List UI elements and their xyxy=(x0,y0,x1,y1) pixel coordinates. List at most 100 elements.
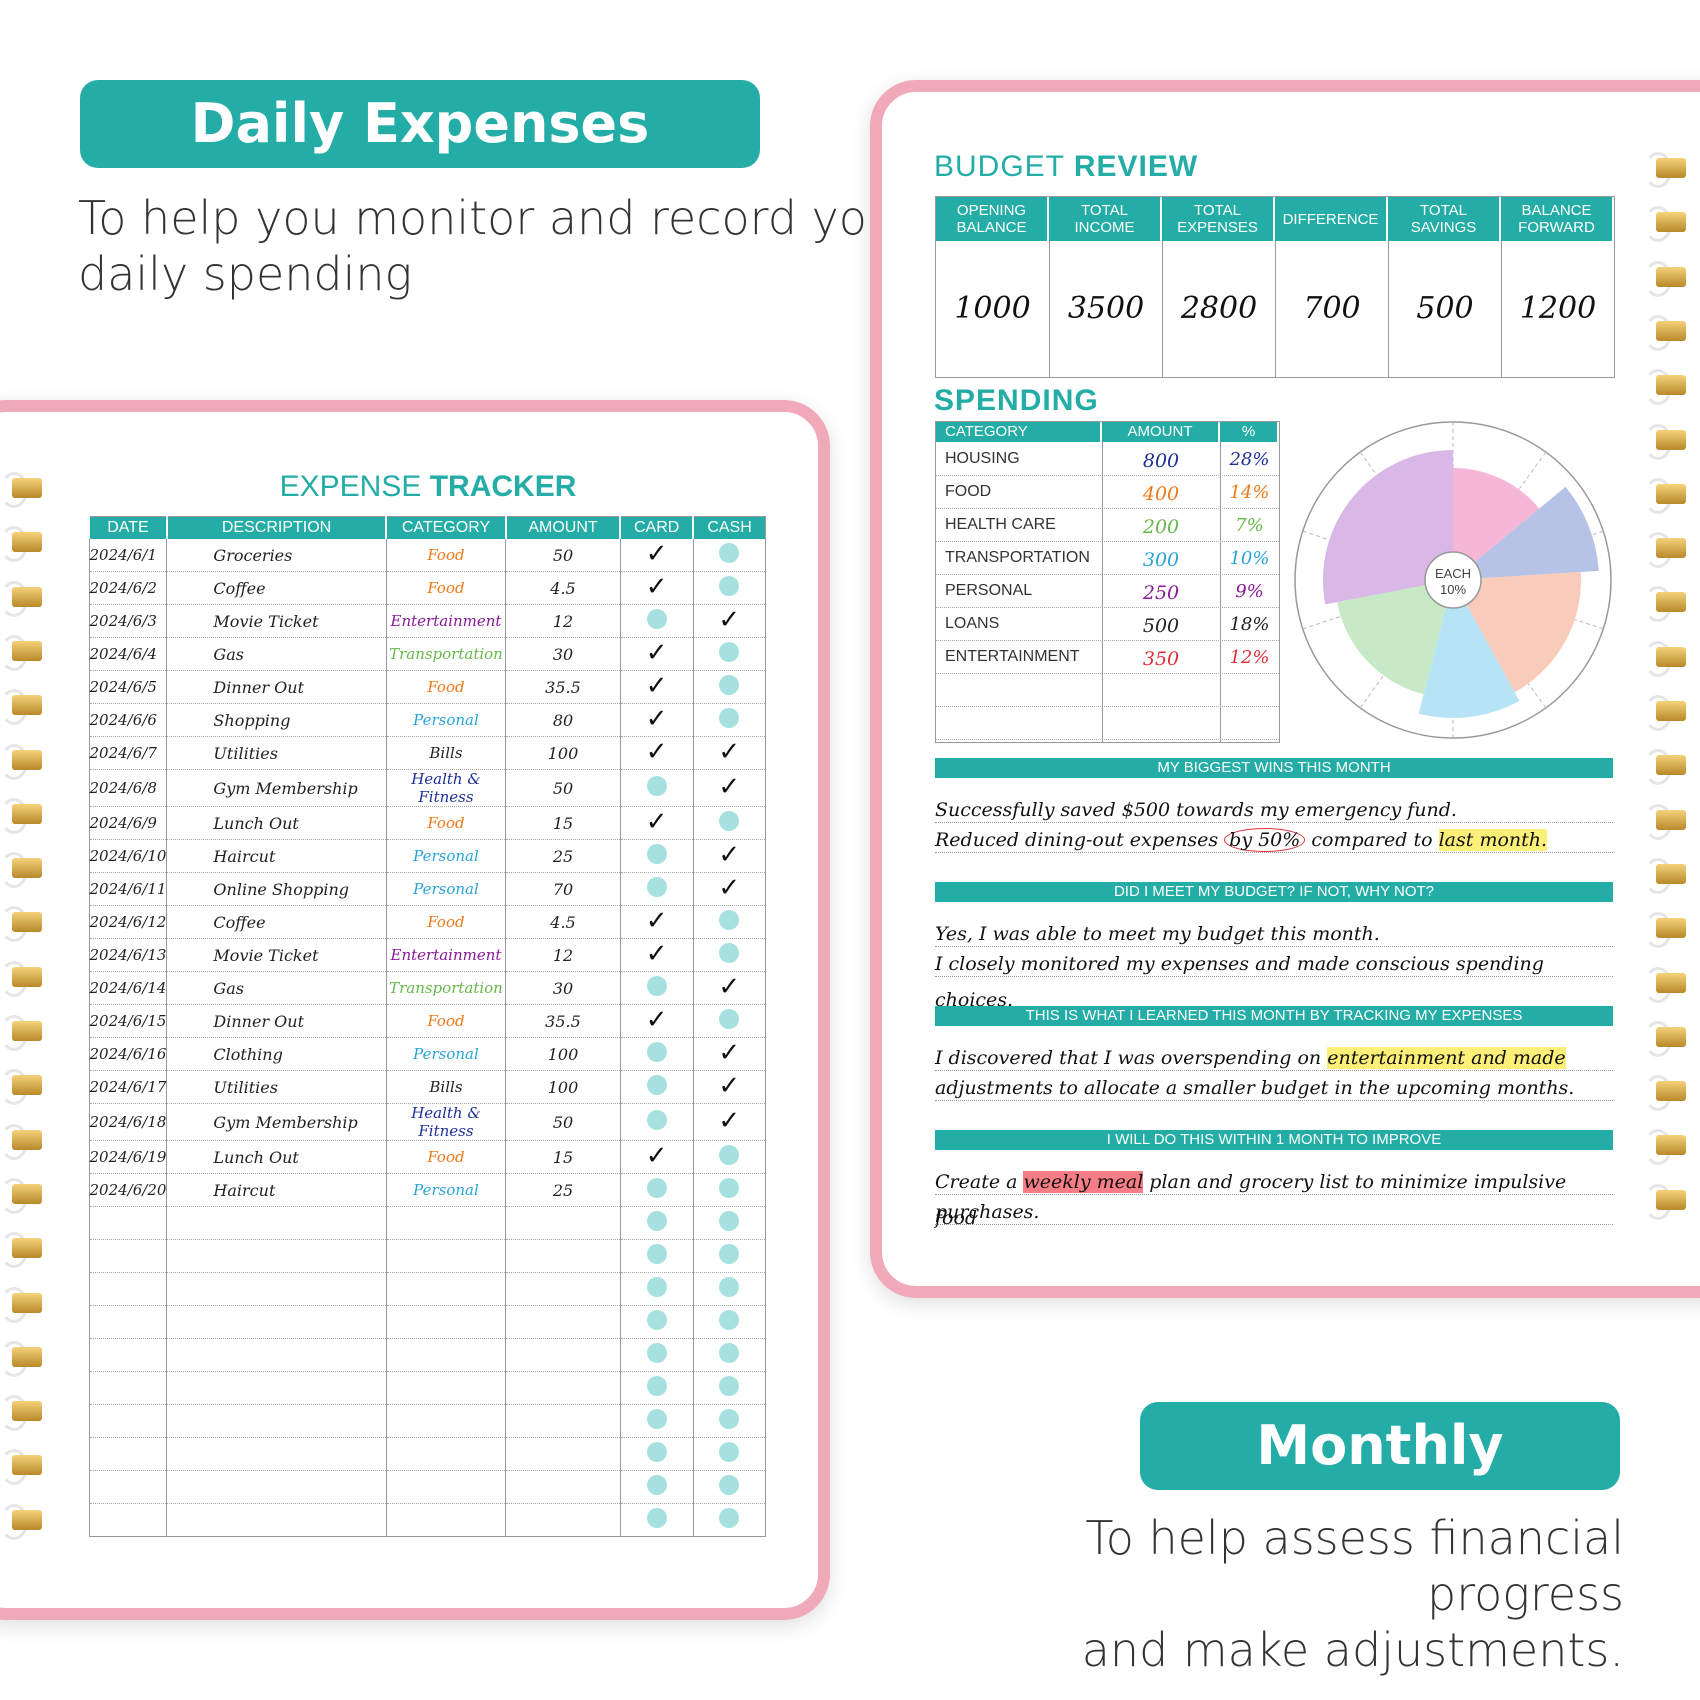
checkbox-dot[interactable] xyxy=(646,1210,667,1231)
card-cell[interactable] xyxy=(619,604,694,638)
card-cell[interactable] xyxy=(619,971,694,1005)
checkbox-dot[interactable] xyxy=(719,1507,740,1528)
checkbox-dot[interactable] xyxy=(719,542,740,563)
checkbox-dot[interactable] xyxy=(719,1243,740,1264)
checkbox-dot[interactable] xyxy=(719,1210,740,1231)
checkmark-icon[interactable]: ✓ xyxy=(718,1105,741,1135)
cash-cell[interactable]: ✓ xyxy=(692,736,766,770)
checkbox-dot[interactable] xyxy=(646,876,667,897)
empty-cell[interactable] xyxy=(692,1206,766,1240)
empty-cell[interactable] xyxy=(619,1437,694,1471)
checkmark-icon[interactable]: ✓ xyxy=(645,538,668,568)
checkmark-icon[interactable]: ✓ xyxy=(645,736,668,766)
card-cell[interactable]: ✓ xyxy=(619,806,694,840)
cash-cell[interactable] xyxy=(692,938,766,972)
checkbox-dot[interactable] xyxy=(646,1507,667,1528)
empty-cell[interactable] xyxy=(692,1404,766,1438)
cash-cell[interactable] xyxy=(692,539,766,572)
checkbox-dot[interactable] xyxy=(719,1177,740,1198)
card-cell[interactable] xyxy=(619,769,694,807)
checkmark-icon[interactable]: ✓ xyxy=(718,604,741,634)
checkbox-dot[interactable] xyxy=(719,1309,740,1330)
checkbox-dot[interactable] xyxy=(719,1276,740,1297)
card-cell[interactable]: ✓ xyxy=(619,736,694,770)
checkmark-icon[interactable]: ✓ xyxy=(718,771,741,801)
checkmark-icon[interactable]: ✓ xyxy=(645,938,668,968)
empty-cell[interactable] xyxy=(692,1305,766,1339)
card-cell[interactable] xyxy=(619,1173,694,1207)
empty-cell[interactable] xyxy=(692,1503,766,1537)
card-cell[interactable]: ✓ xyxy=(619,1140,694,1174)
empty-cell[interactable] xyxy=(692,1338,766,1372)
checkbox-dot[interactable] xyxy=(646,1375,667,1396)
cash-cell[interactable] xyxy=(692,670,766,704)
empty-cell[interactable] xyxy=(619,1305,694,1339)
checkmark-icon[interactable]: ✓ xyxy=(718,736,741,766)
cash-cell[interactable]: ✓ xyxy=(692,769,766,807)
checkbox-dot[interactable] xyxy=(646,1309,667,1330)
checkmark-icon[interactable]: ✓ xyxy=(718,971,741,1001)
checkbox-dot[interactable] xyxy=(646,1342,667,1363)
checkbox-dot[interactable] xyxy=(719,707,740,728)
checkbox-dot[interactable] xyxy=(646,1276,667,1297)
checkbox-dot[interactable] xyxy=(646,1074,667,1095)
checkmark-icon[interactable]: ✓ xyxy=(718,1070,741,1100)
empty-cell[interactable] xyxy=(619,1338,694,1372)
checkmark-icon[interactable]: ✓ xyxy=(718,1037,741,1067)
checkbox-dot[interactable] xyxy=(646,843,667,864)
checkbox-dot[interactable] xyxy=(719,1144,740,1165)
cash-cell[interactable]: ✓ xyxy=(692,839,766,873)
checkmark-icon[interactable]: ✓ xyxy=(645,670,668,700)
checkbox-dot[interactable] xyxy=(646,1474,667,1495)
empty-cell[interactable] xyxy=(619,1239,694,1273)
empty-cell[interactable] xyxy=(619,1404,694,1438)
checkbox-dot[interactable] xyxy=(646,1041,667,1062)
card-cell[interactable] xyxy=(619,872,694,906)
checkmark-icon[interactable]: ✓ xyxy=(645,637,668,667)
card-cell[interactable]: ✓ xyxy=(619,670,694,704)
empty-cell[interactable] xyxy=(692,1239,766,1273)
card-cell[interactable]: ✓ xyxy=(619,703,694,737)
cash-cell[interactable]: ✓ xyxy=(692,872,766,906)
checkmark-icon[interactable]: ✓ xyxy=(645,1140,668,1170)
cash-cell[interactable] xyxy=(692,905,766,939)
checkmark-icon[interactable]: ✓ xyxy=(645,703,668,733)
checkbox-dot[interactable] xyxy=(646,1177,667,1198)
checkmark-icon[interactable]: ✓ xyxy=(718,839,741,869)
checkmark-icon[interactable]: ✓ xyxy=(645,905,668,935)
checkbox-dot[interactable] xyxy=(646,775,667,796)
checkbox-dot[interactable] xyxy=(646,1408,667,1429)
empty-cell[interactable] xyxy=(619,1272,694,1306)
checkmark-icon[interactable]: ✓ xyxy=(645,571,668,601)
checkbox-dot[interactable] xyxy=(719,1441,740,1462)
empty-cell[interactable] xyxy=(692,1371,766,1405)
checkbox-dot[interactable] xyxy=(719,1008,740,1029)
checkbox-dot[interactable] xyxy=(719,810,740,831)
checkmark-icon[interactable]: ✓ xyxy=(645,806,668,836)
card-cell[interactable] xyxy=(619,1037,694,1071)
checkmark-icon[interactable]: ✓ xyxy=(718,872,741,902)
card-cell[interactable] xyxy=(619,839,694,873)
checkbox-dot[interactable] xyxy=(719,575,740,596)
cash-cell[interactable] xyxy=(692,703,766,737)
checkbox-dot[interactable] xyxy=(719,674,740,695)
cash-cell[interactable]: ✓ xyxy=(692,971,766,1005)
checkbox-dot[interactable] xyxy=(646,975,667,996)
cash-cell[interactable]: ✓ xyxy=(692,604,766,638)
checkbox-dot[interactable] xyxy=(719,1375,740,1396)
cash-cell[interactable] xyxy=(692,637,766,671)
card-cell[interactable]: ✓ xyxy=(619,571,694,605)
empty-cell[interactable] xyxy=(619,1503,694,1537)
checkbox-dot[interactable] xyxy=(646,1441,667,1462)
checkbox-dot[interactable] xyxy=(719,1408,740,1429)
empty-cell[interactable] xyxy=(692,1272,766,1306)
cash-cell[interactable]: ✓ xyxy=(692,1103,766,1141)
card-cell[interactable]: ✓ xyxy=(619,538,694,572)
cash-cell[interactable]: ✓ xyxy=(692,1070,766,1104)
card-cell[interactable]: ✓ xyxy=(619,1004,694,1038)
cash-cell[interactable] xyxy=(692,1004,766,1038)
cash-cell[interactable] xyxy=(692,806,766,840)
card-cell[interactable]: ✓ xyxy=(619,637,694,671)
checkbox-dot[interactable] xyxy=(646,1243,667,1264)
checkbox-dot[interactable] xyxy=(646,608,667,629)
